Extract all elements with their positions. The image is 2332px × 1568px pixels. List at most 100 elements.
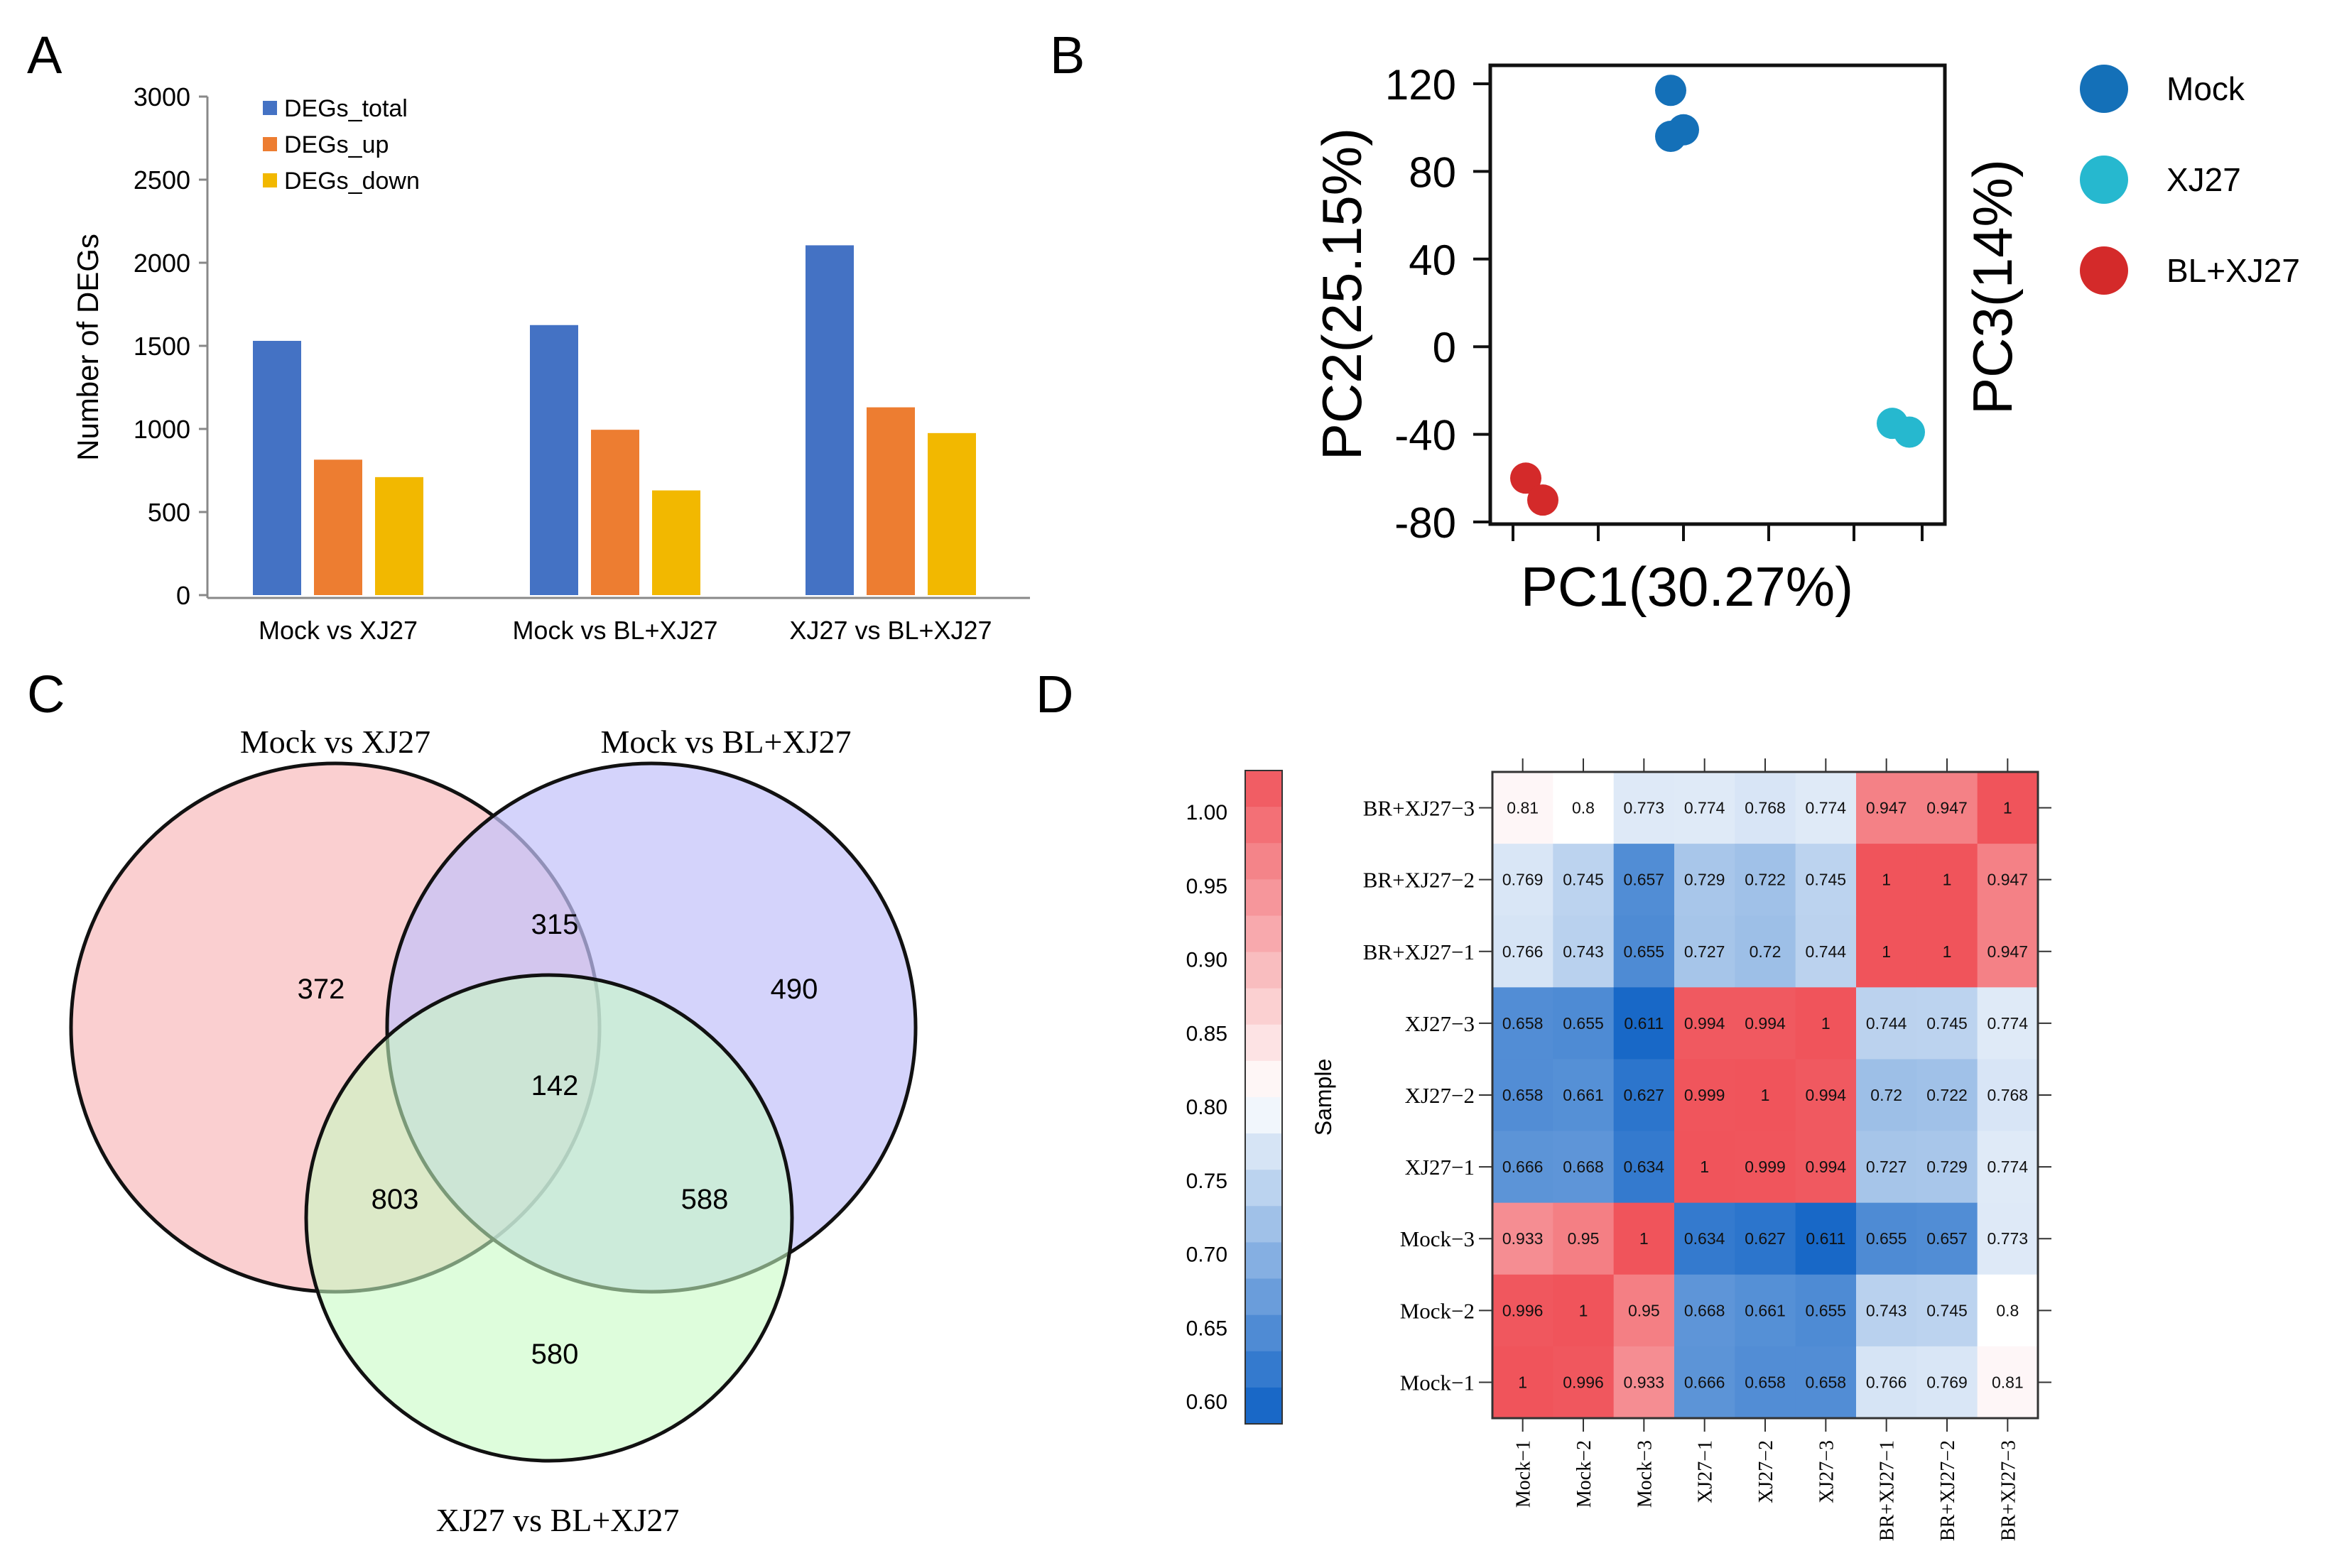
- d-colorbar-segment: [1245, 1351, 1282, 1388]
- d-heatmap-value: 0.722: [1926, 1086, 1968, 1104]
- d-heatmap-cell: [1916, 987, 1978, 1060]
- d-column-label: BR+XJ27−1: [1877, 1440, 1899, 1541]
- d-row-labels: BR+XJ27−3 BR+XJ27−2 BR+XJ27−1 XJ27−3 XJ27−2 X…: [1363, 796, 2051, 1395]
- d-heatmap-cell: [1795, 1346, 1857, 1419]
- venn-set-b-label: Mock vs BL+XJ27: [600, 724, 851, 760]
- a-y-tick-label: 2000: [134, 249, 190, 278]
- a-legend-label: DEGs_down: [284, 168, 420, 195]
- d-heatmap-cell: [1977, 1131, 2039, 1204]
- b-y-tick-label: 120: [1385, 61, 1456, 109]
- d-column-labels: Mock−1 Mock−2 Mock−3 XJ27−1 XJ27−2 XJ27−3 BR+X…: [1513, 758, 2019, 1541]
- a-bar-DEGs_down: [375, 477, 423, 595]
- d-heatmap-value: 0.668: [1563, 1158, 1604, 1176]
- d-heatmap-value: 0.745: [1926, 1301, 1968, 1319]
- d-heatmap-cell: [1674, 1202, 1735, 1275]
- b-x-ticks: [1512, 524, 1924, 541]
- d-heatmap-cell: [1795, 1131, 1857, 1204]
- d-heatmap-cell: [1613, 1202, 1675, 1275]
- d-heatmap-cell: [1977, 1059, 2039, 1132]
- d-heatmap-cell: [1977, 987, 2039, 1060]
- d-heatmap-cell: [1492, 987, 1553, 1060]
- d-colorbar-segment: [1245, 771, 1282, 807]
- d-row-label: BR+XJ27−3: [1363, 796, 1475, 821]
- d-row-label: XJ27−1: [1405, 1155, 1475, 1180]
- d-heatmap-value: 0.658: [1806, 1373, 1847, 1391]
- d-heatmap-value: 0.655: [1624, 942, 1665, 961]
- b-legend: Mock XJ27 BL+XJ27: [2080, 65, 2300, 295]
- d-heatmap-value: 0.773: [1987, 1229, 2029, 1248]
- d-heatmap-cell: [1795, 915, 1857, 988]
- d-heatmap-value: 0.933: [1502, 1229, 1544, 1248]
- d-heatmap-cell: [1795, 1202, 1857, 1275]
- d-colorbar-segment: [1245, 1206, 1282, 1243]
- d-colorbar-segment: [1245, 879, 1282, 916]
- b-y-tick-label: 0: [1433, 324, 1456, 371]
- d-heatmap-cell: [1674, 844, 1735, 916]
- d-heatmap-cell: [1613, 915, 1675, 988]
- d-heatmap-value: 0.658: [1502, 1014, 1544, 1033]
- b-legend-label: Mock: [2166, 70, 2245, 107]
- d-heatmap-value: 0.81: [1507, 799, 1539, 817]
- d-heatmap-cell: [1674, 987, 1735, 1060]
- d-row-label: BR+XJ27−1: [1363, 940, 1475, 964]
- d-heatmap-cell: [1492, 1346, 1553, 1419]
- d-heatmap-cell: [1916, 915, 1978, 988]
- d-colorbar-segment: [1245, 1387, 1282, 1425]
- a-legend: DEGs_total DEGs_up DEGs_down: [263, 95, 420, 195]
- d-heatmap-value: 0.8: [1572, 799, 1595, 817]
- d-heatmap-value: 0.661: [1745, 1301, 1786, 1319]
- b-legend-marker: [2080, 246, 2128, 295]
- panel-c-venn-diagram: C Mock vs XJ27 Mock vs BL+XJ27 XJ27 vs B…: [27, 665, 918, 1538]
- d-heatmap-cell: [1856, 1202, 1917, 1275]
- b-point-XJ27: [1894, 416, 1925, 448]
- d-heatmap-value: 0.766: [1866, 1373, 1907, 1391]
- d-heatmap-value: 0.999: [1745, 1158, 1786, 1176]
- d-heatmap-value: 1: [1700, 1158, 1709, 1176]
- d-heatmap-value: 0.634: [1624, 1158, 1665, 1176]
- d-heatmap-value: 0.661: [1563, 1086, 1604, 1104]
- d-heatmap-cell: [1795, 987, 1857, 1060]
- d-heatmap-cell: [1735, 1131, 1796, 1204]
- d-heatmap-cell: [1553, 1131, 1615, 1204]
- d-heatmap-cell: [1553, 1274, 1615, 1347]
- a-bar-DEGs_down: [928, 432, 976, 595]
- venn-region-a-b: 315: [531, 909, 579, 940]
- d-heatmap-value: 0.994: [1806, 1158, 1847, 1176]
- d-heatmap-cell: [1553, 1059, 1615, 1132]
- d-heatmap-value: 0.727: [1866, 1158, 1907, 1176]
- d-heatmap-cell: [1735, 1346, 1796, 1419]
- d-heatmap-cell: [1735, 772, 1796, 844]
- b-x-axis-label: PC1(30.27%): [1521, 555, 1853, 618]
- d-heatmap-value: 0.95: [1568, 1229, 1600, 1248]
- d-heatmap-value: 0.947: [1866, 799, 1907, 817]
- d-heatmap-cell: [1735, 1059, 1796, 1132]
- d-colorbar-segment: [1245, 1060, 1282, 1098]
- d-heatmap-value: 0.947: [1987, 871, 2029, 889]
- d-heatmap-cell: [1492, 1274, 1553, 1347]
- panel-label-b: B: [1050, 26, 1085, 85]
- d-heatmap-value: 0.743: [1866, 1301, 1907, 1319]
- b-y-ticks: 120 80 40 0 -40 -80: [1385, 61, 1490, 547]
- d-heatmap-cell: [1977, 1274, 2039, 1347]
- a-x-tick-label: Mock vs BL+XJ27: [512, 616, 717, 645]
- d-heatmap-value: 0.743: [1563, 942, 1604, 961]
- d-heatmap-cell: [1856, 1059, 1917, 1132]
- d-heatmap-value: 0.768: [1745, 799, 1786, 817]
- d-heatmap-value: 0.774: [1684, 799, 1725, 817]
- d-colorbar-tick-label: 0.90: [1186, 949, 1227, 972]
- d-heatmap-cell: [1795, 844, 1857, 916]
- d-colorbar-tick-label: 1.00: [1186, 801, 1227, 824]
- d-heatmap-cell: [1553, 915, 1615, 988]
- d-heatmap-cell: [1856, 987, 1917, 1060]
- panel-label-a: A: [27, 26, 63, 85]
- d-heatmap-value: 0.627: [1745, 1229, 1786, 1248]
- d-heatmap-value: 0.727: [1684, 942, 1725, 961]
- d-heatmap-value: 0.994: [1806, 1086, 1847, 1104]
- b-z-axis-label: PC3(14%): [1961, 159, 2024, 415]
- b-plot-frame: [1488, 63, 1947, 526]
- d-heatmap-cell: [1977, 915, 2039, 988]
- d-heatmap-value: 0.766: [1502, 942, 1544, 961]
- a-legend-label: DEGs_up: [284, 131, 389, 158]
